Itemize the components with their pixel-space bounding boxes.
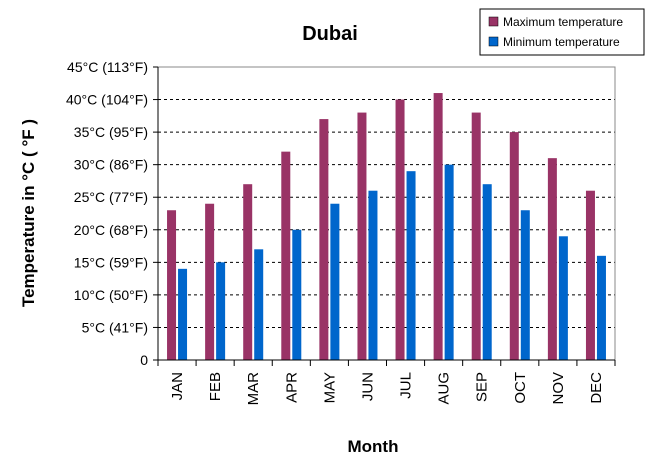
bar-max-oct (509, 132, 519, 360)
bar-max-dec (585, 190, 595, 360)
bar-max-nov (547, 158, 557, 360)
bar-min-oct (520, 210, 530, 360)
y-tick-label: 20°C (68°F) (74, 222, 148, 238)
bar-min-feb (216, 262, 226, 360)
x-tick-label-dec: DEC (588, 372, 605, 404)
x-tick-label-jun: JUN (359, 372, 376, 401)
gridlines (158, 99, 615, 328)
bar-min-jul (406, 171, 416, 360)
bar-min-apr (292, 229, 302, 360)
axes (153, 66, 616, 366)
plot-frame (157, 66, 616, 361)
x-tick-label-apr: APR (283, 372, 300, 403)
y-tick-label: 45°C (113°F) (67, 59, 148, 75)
x-tick-label-nov: NOV (550, 372, 567, 405)
x-tick-label-may: MAY (321, 372, 338, 403)
y-tick-label: 5°C (41°F) (82, 319, 148, 335)
bar-min-dec (596, 255, 606, 360)
bar-max-aug (433, 93, 443, 361)
x-axis-title: Month (348, 437, 399, 456)
bar-min-aug (444, 164, 454, 360)
bar-max-apr (281, 151, 291, 360)
y-tick-label: 0 (140, 352, 148, 368)
x-tick-labels: JAN FEB MAR APR MAY JUN JUL AUG SEP OCT NOV DEC (169, 372, 605, 406)
bar-min-may (330, 203, 340, 360)
legend-label-min: Minimum temperature (503, 35, 620, 49)
x-tick-label-mar: MAR (245, 372, 262, 406)
bar-min-mar (254, 249, 264, 360)
legend-swatch-min (488, 36, 499, 47)
bar-max-jun (357, 112, 367, 360)
bar-max-may (319, 119, 329, 360)
y-tick-label: 40°C (104°F) (66, 92, 148, 108)
y-tick-label: 30°C (86°F) (74, 157, 148, 173)
bar-min-jan (178, 268, 188, 360)
y-tick-label: 35°C (95°F) (74, 124, 148, 140)
x-tick-label-oct: OCT (512, 372, 529, 404)
legend-label-max: Maximum temperature (503, 15, 623, 29)
x-tick-label-sep: SEP (474, 372, 491, 402)
x-tick-label-jul: JUL (398, 372, 415, 399)
bar-max-mar (243, 184, 253, 360)
x-tick-label-jan: JAN (169, 372, 186, 400)
legend-box (479, 8, 645, 56)
bar-max-sep (471, 112, 481, 360)
bar-min-sep (482, 184, 492, 360)
bar-max-jan (167, 210, 177, 360)
x-tick-label-feb: FEB (207, 372, 224, 401)
bar-min-jun (368, 190, 378, 360)
y-axis-title: Temperature in °C ( °F ) (19, 119, 38, 307)
legend-swatch-max (488, 16, 499, 27)
y-tick-label: 15°C (59°F) (74, 254, 148, 270)
bars (167, 93, 606, 361)
legend: Maximum temperature Minimum temperature (479, 8, 645, 56)
y-tick-label: 25°C (77°F) (74, 189, 148, 205)
bar-max-jul (395, 99, 405, 361)
x-tick-label-aug: AUG (436, 372, 453, 405)
bar-max-feb (205, 203, 215, 360)
bar-min-nov (558, 236, 568, 360)
chart-title: Dubai (302, 23, 358, 45)
y-tick-labels: 0 5°C (41°F) 10°C (50°F) 15°C (59°F) 20°C (6… (66, 59, 148, 368)
y-tick-label: 10°C (50°F) (74, 287, 148, 303)
